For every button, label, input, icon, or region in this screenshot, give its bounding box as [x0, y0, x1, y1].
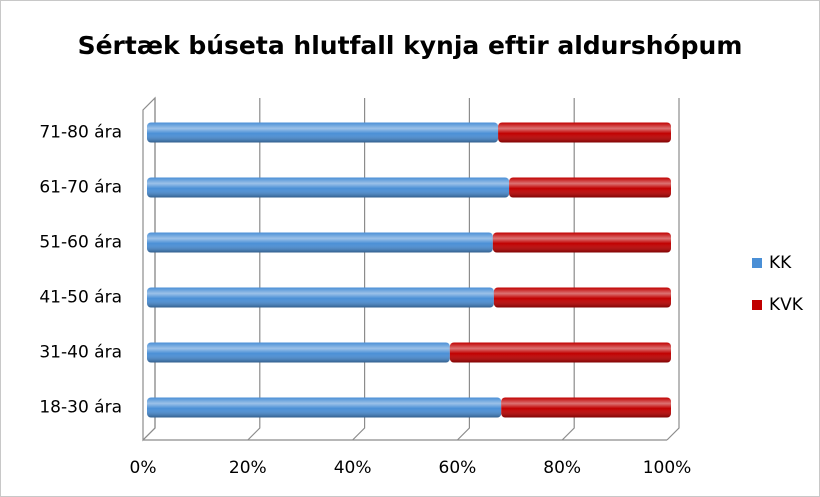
chart-title: Sértæk búseta hlutfall kynja eftir aldur… — [78, 31, 743, 60]
bar — [147, 342, 450, 363]
bar — [493, 287, 671, 308]
x-tick-label: 100% — [643, 458, 692, 478]
x-tick-label: 60% — [439, 458, 477, 478]
bar — [147, 232, 493, 253]
legend-label: KK — [769, 253, 792, 273]
grid-line — [142, 98, 156, 441]
bar-shade — [147, 232, 493, 253]
grid-line — [247, 98, 261, 441]
grid-line — [352, 98, 366, 441]
legend-swatch — [752, 300, 762, 310]
bar-shade — [492, 232, 671, 253]
y-tick-label: 31-40 ára — [39, 343, 122, 363]
bar — [147, 287, 494, 308]
bar — [147, 122, 499, 143]
bar — [449, 342, 671, 363]
grid-line — [456, 98, 470, 441]
bar — [147, 397, 502, 418]
bar — [509, 177, 671, 198]
x-tick-label: 80% — [543, 458, 581, 478]
legend-swatch — [752, 258, 762, 268]
y-tick-label: 18-30 ára — [39, 398, 122, 418]
bar-shade — [493, 287, 671, 308]
bar — [498, 122, 671, 143]
bar-shade — [509, 177, 671, 198]
bar-shade — [147, 177, 510, 198]
y-tick-label: 41-50 ára — [39, 288, 122, 308]
y-tick-label: 71-80 ára — [39, 123, 122, 143]
bar — [147, 177, 510, 198]
legend-label: KVK — [769, 295, 804, 315]
bar-shade — [147, 287, 494, 308]
y-tick-label: 51-60 ára — [39, 233, 122, 253]
bar — [492, 232, 671, 253]
bar-shade — [498, 122, 671, 143]
bar-shade — [147, 397, 502, 418]
bar-shade — [501, 397, 671, 418]
bar-shade — [147, 342, 450, 363]
x-tick-label: 20% — [229, 458, 267, 478]
bar — [501, 397, 671, 418]
bar-shade — [449, 342, 671, 363]
grid-line — [561, 98, 575, 441]
x-tick-label: 40% — [334, 458, 372, 478]
x-tick-label: 0% — [130, 458, 157, 478]
bar-shade — [147, 122, 499, 143]
y-tick-label: 61-70 ára — [39, 178, 122, 198]
grid-line — [666, 98, 680, 441]
